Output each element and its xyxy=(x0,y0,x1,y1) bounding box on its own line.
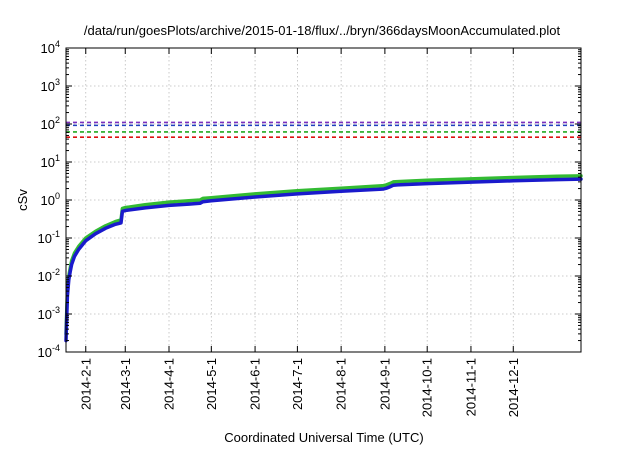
y-tick-label: 104 xyxy=(41,39,60,56)
y-tick-label: 10-1 xyxy=(38,229,60,246)
chart-title: /data/run/goesPlots/archive/2015-01-18/f… xyxy=(84,23,561,38)
y-tick-label: 10-2 xyxy=(38,267,60,284)
x-tick-label: 2014-10-1 xyxy=(420,358,435,417)
x-tick-label: 2014-8-1 xyxy=(334,358,349,410)
y-tick-label: 10-3 xyxy=(38,305,60,322)
x-tick-label: 2014-6-1 xyxy=(248,358,263,410)
y-tick-label: 101 xyxy=(41,153,60,170)
x-tick-label: 2014-12-1 xyxy=(506,358,521,417)
x-tick-label: 2014-4-1 xyxy=(162,358,177,410)
y-tick-label: 103 xyxy=(41,77,60,94)
x-tick-label: 2014-7-1 xyxy=(290,358,305,410)
x-tick-label: 2014-9-1 xyxy=(377,358,392,410)
y-tick-label: 100 xyxy=(41,191,60,208)
series-line-2 xyxy=(64,177,583,343)
x-tick-label: 2014-11-1 xyxy=(463,358,478,416)
series-line-1 xyxy=(64,174,583,336)
x-tick-label: 2014-5-1 xyxy=(204,358,219,410)
y-tick-label: 102 xyxy=(41,115,60,132)
x-tick-label: 2014-3-1 xyxy=(118,358,133,410)
y-tick-label: 10-4 xyxy=(38,343,60,360)
y-axis-label: cSv xyxy=(15,189,30,211)
x-axis-label: Coordinated Universal Time (UTC) xyxy=(224,430,423,445)
x-tick-label: 2014-2-1 xyxy=(78,358,93,410)
